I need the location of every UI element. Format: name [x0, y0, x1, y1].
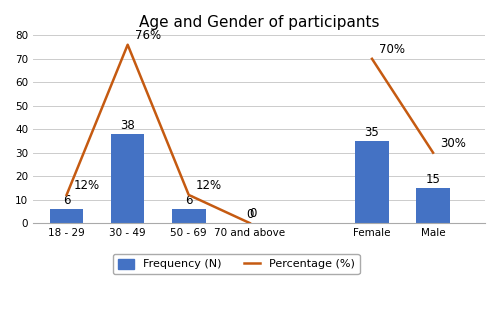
Text: 6: 6: [185, 195, 192, 207]
Title: Age and Gender of participants: Age and Gender of participants: [138, 15, 379, 30]
Bar: [50, 209, 84, 223]
Bar: [111, 134, 144, 223]
Bar: [172, 209, 206, 223]
Bar: [355, 141, 389, 223]
Text: 35: 35: [364, 126, 380, 139]
Text: 0: 0: [246, 209, 254, 221]
Text: 6: 6: [63, 195, 70, 207]
Text: 38: 38: [120, 119, 135, 132]
Legend: Frequency (N), Percentage (%): Frequency (N), Percentage (%): [113, 254, 360, 274]
Text: 15: 15: [426, 173, 440, 186]
Text: 70%: 70%: [380, 43, 406, 56]
Text: 0: 0: [249, 207, 256, 220]
Text: 30%: 30%: [440, 137, 466, 150]
Text: 12%: 12%: [74, 179, 100, 192]
Text: 76%: 76%: [135, 29, 161, 42]
Text: 12%: 12%: [196, 179, 222, 192]
Bar: [416, 188, 450, 223]
